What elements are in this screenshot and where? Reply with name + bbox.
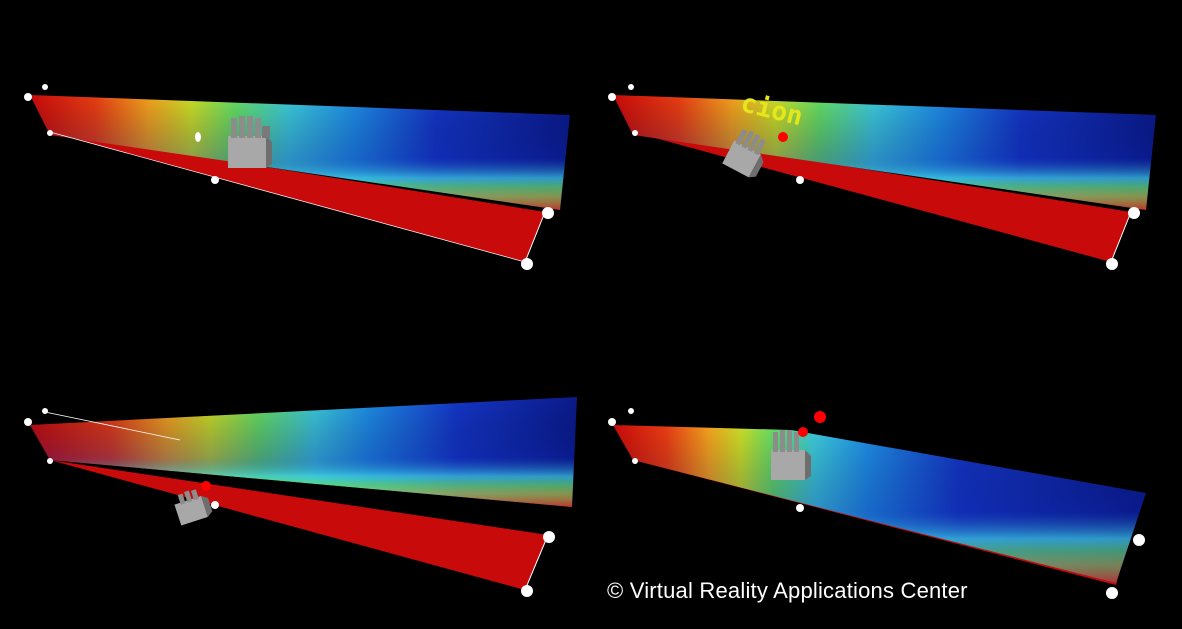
slab-side-bands (30, 397, 577, 507)
open-hand-icon (228, 116, 272, 168)
slab-side-bands (613, 95, 1156, 210)
tilted-hand-icon (174, 489, 213, 526)
flow-slab-render (24, 84, 570, 270)
flow-slab-render (24, 397, 577, 597)
open-hand-icon (771, 430, 811, 480)
flow-slab-render (608, 408, 1146, 599)
flow-slab-render: cion (608, 84, 1156, 270)
slab-side-bands (613, 425, 1146, 583)
corner-nodes (608, 408, 1145, 599)
pointer-marker (814, 411, 826, 423)
corner-nodes (608, 84, 1140, 270)
pointer-marker (778, 132, 788, 142)
pointer-marker (798, 427, 808, 437)
slab-bottom-face (50, 460, 548, 590)
copyright-credit: © Virtual Reality Applications Center (607, 578, 968, 603)
frame-bottom-right (591, 315, 1182, 629)
frame-top-left (0, 0, 591, 314)
frame-bottom-left (0, 315, 591, 629)
corner-nodes (24, 408, 555, 597)
tilted-hand-icon (722, 128, 766, 178)
frame-top-right: cion (591, 0, 1182, 314)
slab-bottom-face (50, 132, 545, 262)
corner-nodes (24, 84, 554, 270)
pointer-marker (201, 481, 211, 491)
slab-side-bands (30, 95, 570, 210)
